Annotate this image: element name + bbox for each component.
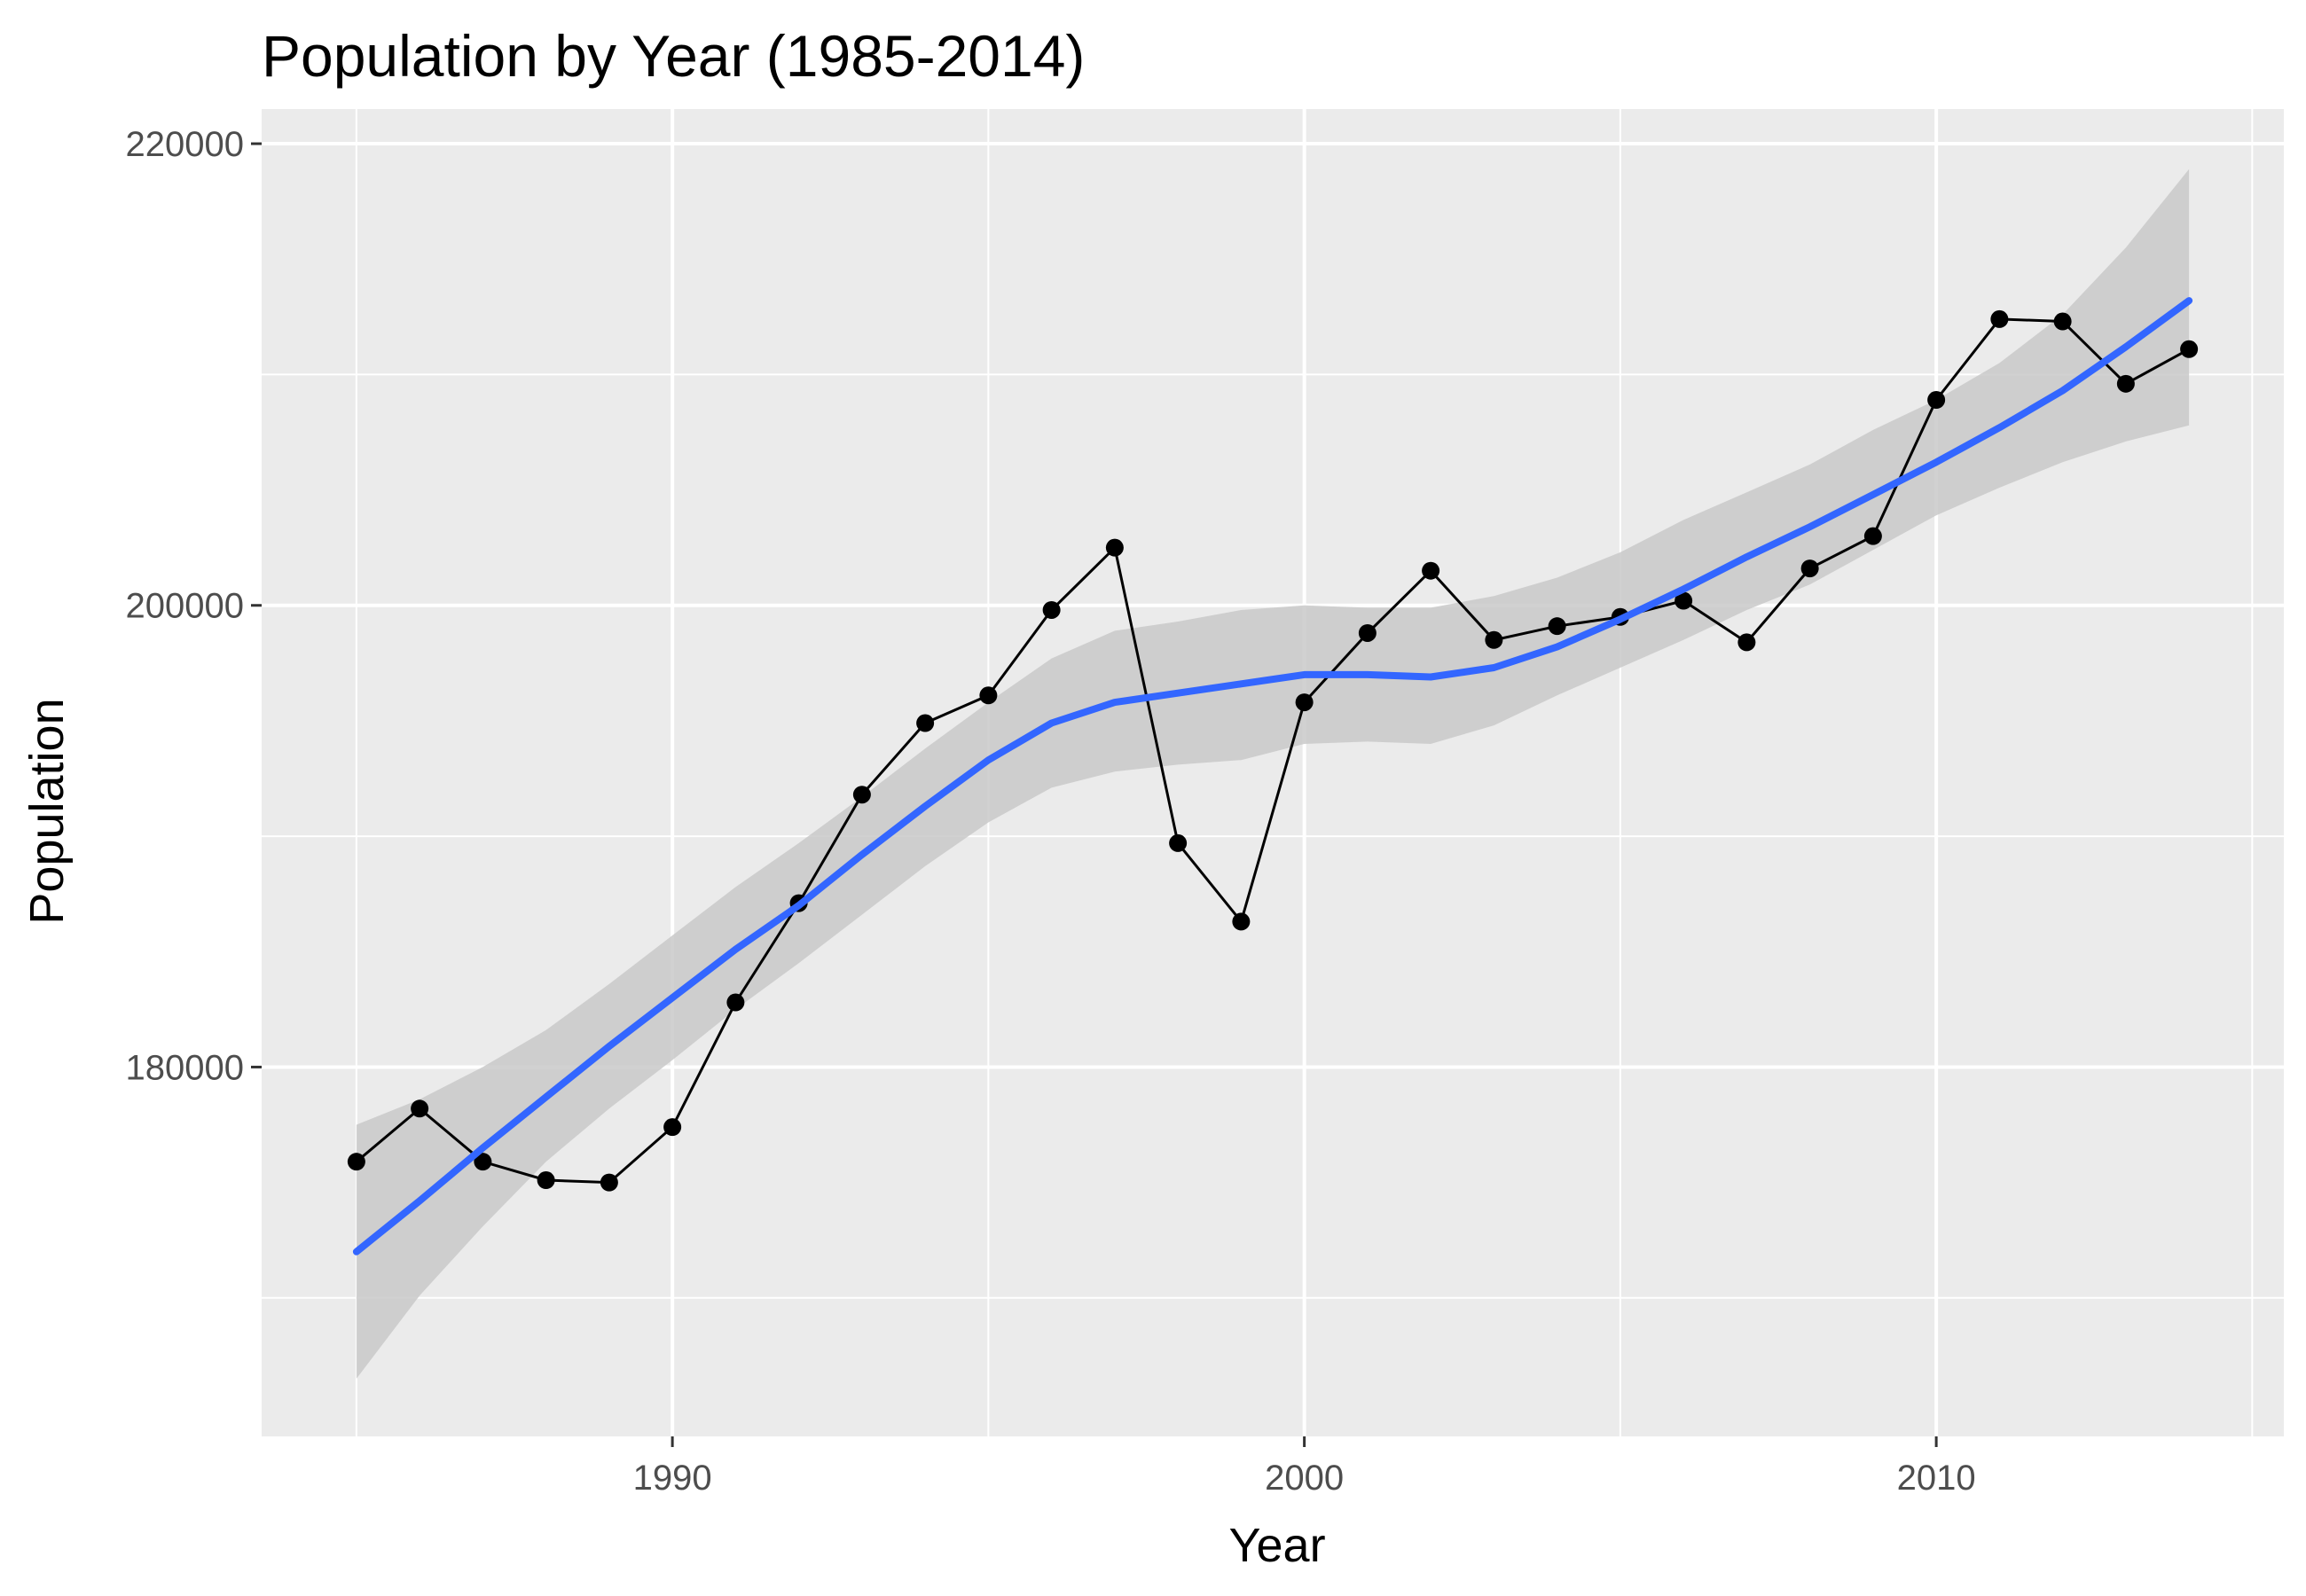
chart-title: Population by Year (1985-2014) bbox=[262, 23, 1085, 89]
smooth-fit bbox=[352, 297, 2193, 1256]
x-axis-title: Year bbox=[1228, 1519, 1325, 1572]
data-point bbox=[726, 993, 745, 1012]
smooth-line bbox=[352, 297, 2193, 1256]
data-point bbox=[1990, 309, 2009, 328]
data-point bbox=[916, 714, 935, 732]
data-point bbox=[979, 686, 998, 705]
data-point bbox=[1675, 591, 1693, 610]
data-point bbox=[1548, 617, 1566, 636]
data-point bbox=[537, 1171, 555, 1190]
x-tick-label: 2010 bbox=[1897, 1459, 1976, 1498]
data-point bbox=[474, 1153, 492, 1171]
data-point bbox=[1232, 912, 1251, 931]
data-point bbox=[1737, 633, 1756, 652]
data-point bbox=[600, 1173, 618, 1192]
data-point bbox=[2180, 340, 2199, 358]
data-point bbox=[2116, 374, 2135, 393]
data-point bbox=[1422, 561, 1440, 580]
data-series bbox=[347, 309, 2199, 1192]
y-tick-label: 180000 bbox=[126, 1048, 244, 1087]
y-axis-title: Population bbox=[20, 698, 74, 924]
x-tick-label: 1990 bbox=[633, 1459, 712, 1498]
data-point bbox=[1358, 623, 1377, 642]
x-tick-label: 2000 bbox=[1265, 1459, 1344, 1498]
data-point bbox=[1169, 833, 1188, 852]
data-point bbox=[852, 786, 871, 804]
data-point bbox=[1105, 538, 1124, 557]
panel-background bbox=[262, 109, 2284, 1436]
data-point bbox=[1800, 559, 1819, 578]
y-tick-label: 220000 bbox=[126, 125, 244, 164]
data-point bbox=[1295, 693, 1314, 712]
series-line bbox=[355, 317, 2190, 1185]
data-point bbox=[2053, 312, 2072, 331]
data-point bbox=[1927, 391, 1946, 410]
data-point bbox=[411, 1099, 429, 1118]
data-point bbox=[347, 1153, 365, 1171]
axes: 1990 2000 2010 180000 200000 220000 bbox=[126, 125, 1976, 1498]
data-point bbox=[1042, 600, 1061, 619]
y-tick-label: 200000 bbox=[126, 587, 244, 626]
data-point bbox=[1863, 527, 1882, 545]
data-point bbox=[663, 1118, 682, 1137]
plot-panel bbox=[262, 109, 2284, 1436]
data-point bbox=[1485, 630, 1503, 649]
